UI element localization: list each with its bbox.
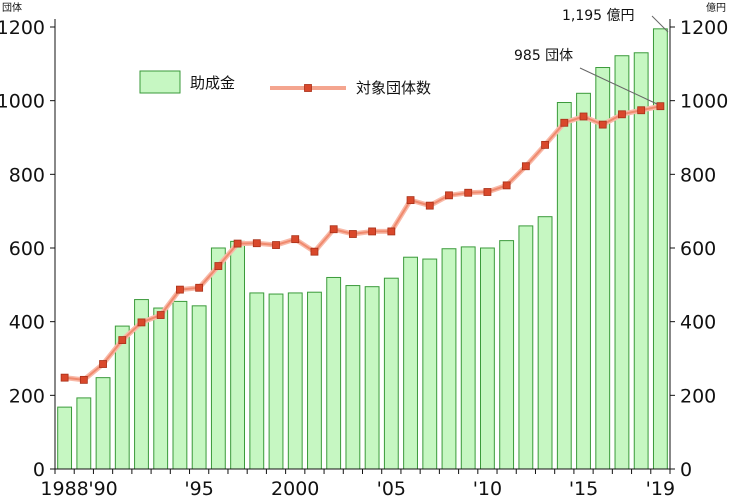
right-tick-label-600: 600 (680, 238, 716, 260)
line-point-2011 (502, 181, 511, 190)
right-tick-label-1200: 1200 (680, 17, 728, 39)
line-point-2019 (656, 102, 665, 111)
bar-1996 (210, 247, 226, 470)
line-point-2003 (348, 230, 357, 238)
line-point-1996 (214, 262, 223, 270)
right-tick-label-800: 800 (680, 164, 716, 186)
line-point-2016 (598, 120, 607, 129)
bar-2015 (576, 92, 591, 470)
line-point-1988 (60, 373, 69, 382)
annotations: 1,195 億円 985 団体 (514, 8, 669, 105)
bar-1998 (249, 292, 265, 470)
left-axis-unit: 団体 (2, 2, 22, 14)
x-tick-label-2015: '15 (569, 478, 598, 500)
bar-2009 (460, 246, 476, 470)
bar-1990 (95, 377, 111, 470)
ticks-layer: 0 200 400 600 800 1000 1200 0 200 400 600 800 1000 12… (0, 17, 728, 500)
right-axis-unit: 億円 (706, 1, 726, 14)
line-point-1991 (118, 336, 127, 344)
x-tick-label-2005: '05 (377, 478, 406, 500)
line-point-1992 (137, 318, 146, 327)
bar-2004 (364, 286, 380, 470)
line-point-2004 (368, 227, 377, 236)
legend-line-marker (304, 84, 312, 92)
left-tick-label-800: 800 (9, 164, 45, 186)
bar-1988 (57, 406, 73, 470)
bar-1993 (153, 307, 169, 470)
right-tick-label-400: 400 (680, 312, 716, 334)
right-tick-label-0: 0 (680, 459, 692, 481)
annotation-groups: 985 団体 (514, 48, 573, 64)
bar-2008 (441, 248, 457, 470)
line-point-1999 (272, 241, 280, 249)
bar-2002 (326, 276, 342, 470)
bar-2000 (287, 292, 303, 470)
bar-1995 (191, 305, 207, 470)
line-point-1989 (79, 375, 88, 384)
legend: 助成金 対象団体数 (139, 70, 431, 97)
line-point-1998 (252, 239, 261, 248)
line-point-2015 (579, 112, 588, 121)
bars-layer (57, 28, 668, 470)
left-tick-label-1000: 1000 (0, 91, 45, 113)
bar-2014 (556, 102, 572, 470)
left-tick-label-400: 400 (9, 312, 45, 334)
line-point-1997 (233, 239, 242, 248)
bar-1997 (230, 240, 246, 470)
bar-2011 (499, 240, 515, 470)
bar-2006 (403, 256, 418, 470)
line-point-2013 (541, 140, 549, 149)
bar-2018 (633, 52, 649, 470)
left-tick-label-200: 200 (9, 385, 45, 407)
line-point-2007 (425, 201, 434, 210)
bar-1989 (76, 397, 92, 470)
line-point-1995 (195, 283, 204, 292)
left-tick-label-1200: 1200 (0, 17, 45, 39)
line-point-2006 (406, 196, 415, 205)
line-point-2002 (329, 225, 338, 234)
line-point-2000 (291, 235, 300, 244)
left-tick-label-600: 600 (9, 238, 45, 260)
line-point-1990 (99, 360, 107, 368)
annotation-subsidy: 1,195 億円 (562, 8, 635, 24)
bar-2003 (345, 285, 361, 470)
bar-2007 (422, 258, 438, 470)
line-layer (60, 102, 665, 384)
bar-1999 (268, 293, 284, 470)
legend-bar-swatch (139, 70, 181, 94)
line-point-2009 (464, 188, 473, 197)
bar-2001 (307, 291, 322, 470)
right-tick-label-200: 200 (680, 385, 716, 407)
x-tick-label-1988: 1988 (40, 478, 88, 500)
annotation-groups-leader (579, 67, 658, 105)
legend-bar-label: 助成金 (190, 74, 235, 92)
right-tick-label-1000: 1000 (680, 91, 728, 113)
x-tick-label-2010: '10 (473, 478, 502, 500)
line-point-2010 (483, 188, 492, 196)
bar-2013 (537, 216, 553, 470)
x-tick-label-2000: 2000 (271, 478, 319, 500)
line-point-2012 (521, 162, 530, 171)
x-tick-label-2019: '19 (646, 478, 675, 500)
line-point-2001 (310, 247, 319, 256)
line-point-2008 (445, 191, 453, 200)
line-point-2018 (637, 106, 646, 115)
line-point-2014 (560, 118, 569, 127)
x-tick-label-1995: '95 (184, 478, 213, 500)
line-point-1993 (156, 311, 165, 319)
left-tick-label-0: 0 (33, 459, 45, 481)
bar-1994 (172, 300, 188, 470)
annotation-subsidy-leader (651, 15, 669, 33)
line-point-2017 (618, 110, 626, 119)
line-point-2005 (387, 227, 396, 236)
x-tick-label-1990: '90 (88, 478, 117, 500)
line-point-1994 (176, 285, 184, 294)
bar-2005 (383, 277, 399, 470)
bar-2012 (518, 225, 534, 470)
legend-line-label: 対象団体数 (356, 79, 431, 97)
bar-2010 (480, 247, 495, 470)
bar-2019 (652, 28, 668, 470)
